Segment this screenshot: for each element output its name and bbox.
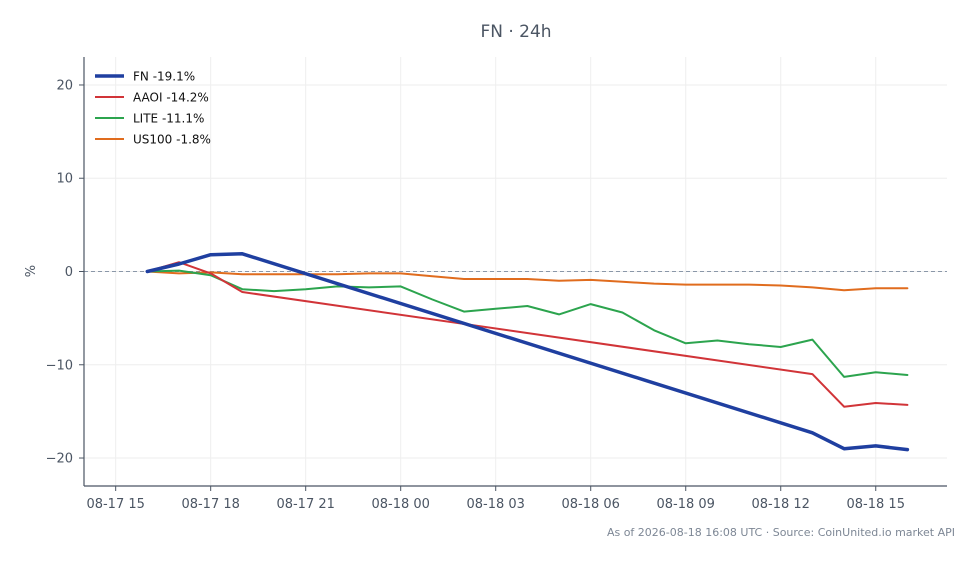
y-axis-label: % <box>24 265 39 277</box>
legend-label: US100 -1.8% <box>133 133 211 147</box>
y-tick-label: −10 <box>46 358 73 373</box>
x-tick-label: 08-18 00 <box>371 497 429 512</box>
chart-title: FN · 24h <box>480 22 551 42</box>
series-line <box>145 252 910 452</box>
y-tick-label: −20 <box>46 452 73 467</box>
series-line <box>146 270 909 292</box>
legend-label: AAOI -14.2% <box>133 91 209 105</box>
legend-label: FN -19.1% <box>133 70 195 84</box>
x-tick-label: 08-18 15 <box>847 497 905 512</box>
series-line <box>146 269 909 378</box>
x-tick-label: 08-18 03 <box>466 497 524 512</box>
series-line <box>146 261 909 408</box>
y-tick-label: 20 <box>56 78 73 93</box>
y-tick-label: 10 <box>56 172 73 187</box>
x-tick-label: 08-18 09 <box>656 497 714 512</box>
x-tick-label: 08-17 15 <box>86 497 144 512</box>
series-lines <box>145 252 910 452</box>
x-tick-label: 08-17 18 <box>181 497 239 512</box>
x-tick-label: 08-18 12 <box>752 497 810 512</box>
axes: 20 10 0 −10 −20 08-17 15 08-17 18 08-17 21 08-18… <box>46 57 947 512</box>
legend-label: LITE -11.1% <box>133 112 204 126</box>
x-tick-label: 08-17 21 <box>276 497 334 512</box>
source-footer: As of 2026-08-18 16:08 UTC · Source: Coi… <box>606 526 955 539</box>
legend: FN -19.1% AAOI -14.2% LITE -11.1% US100 -1.… <box>95 70 211 147</box>
y-tick-label: 0 <box>65 265 73 280</box>
x-tick-label: 08-18 06 <box>561 497 619 512</box>
grid <box>84 57 947 486</box>
